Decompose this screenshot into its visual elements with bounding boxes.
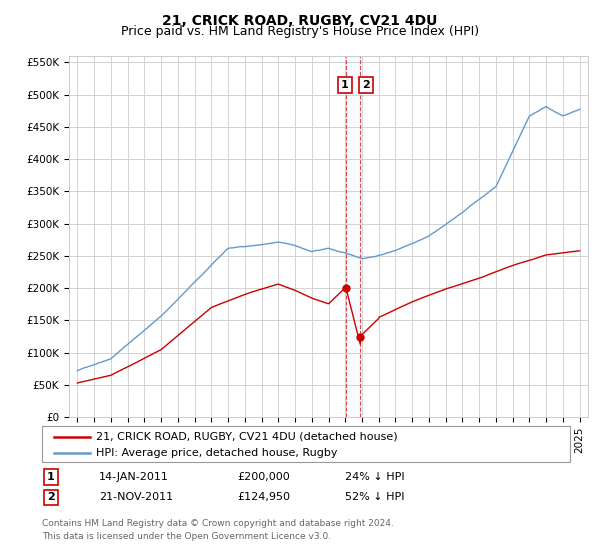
Text: 52% ↓ HPI: 52% ↓ HPI [345,492,404,502]
Text: 2: 2 [47,492,55,502]
Text: HPI: Average price, detached house, Rugby: HPI: Average price, detached house, Rugb… [96,448,337,458]
Text: 2: 2 [362,80,370,90]
Text: Price paid vs. HM Land Registry's House Price Index (HPI): Price paid vs. HM Land Registry's House … [121,25,479,38]
Text: This data is licensed under the Open Government Licence v3.0.: This data is licensed under the Open Gov… [42,532,331,541]
Text: 1: 1 [47,472,55,482]
Text: 21, CRICK ROAD, RUGBY, CV21 4DU: 21, CRICK ROAD, RUGBY, CV21 4DU [163,14,437,28]
Text: 21, CRICK ROAD, RUGBY, CV21 4DU (detached house): 21, CRICK ROAD, RUGBY, CV21 4DU (detache… [96,432,398,441]
Bar [346,56,360,417]
Text: 1: 1 [341,80,349,90]
Text: £200,000: £200,000 [237,472,290,482]
Text: £124,950: £124,950 [237,492,290,502]
Text: 24% ↓ HPI: 24% ↓ HPI [345,472,404,482]
Text: 14-JAN-2011: 14-JAN-2011 [99,472,169,482]
Text: 21-NOV-2011: 21-NOV-2011 [99,492,173,502]
Text: Contains HM Land Registry data © Crown copyright and database right 2024.: Contains HM Land Registry data © Crown c… [42,519,394,528]
